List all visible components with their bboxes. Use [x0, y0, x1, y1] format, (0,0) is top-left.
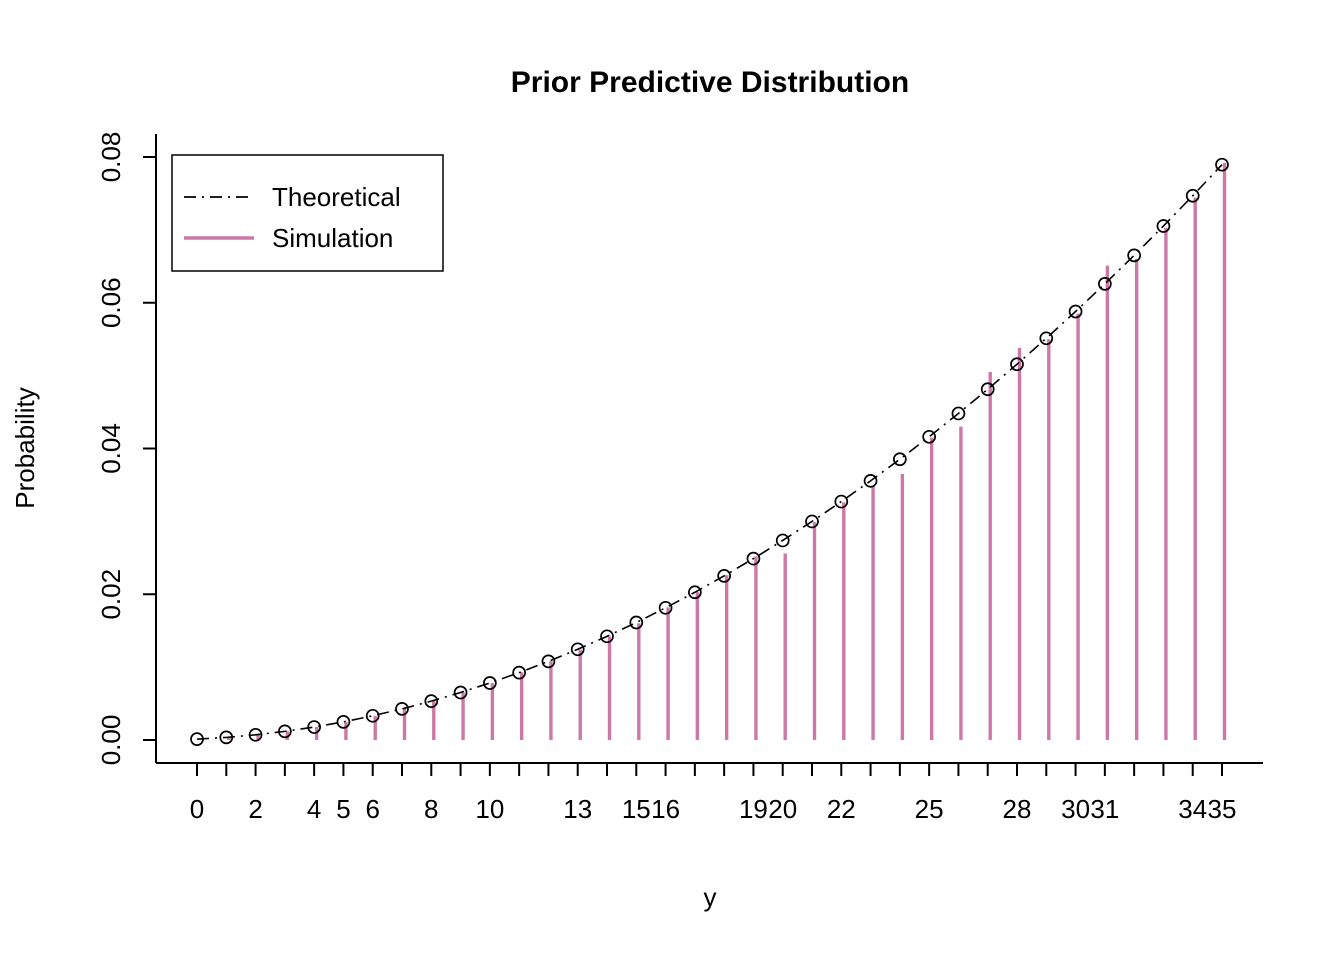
theoretical-point	[600, 629, 614, 644]
x-tick-label: 25	[915, 794, 944, 824]
theoretical-point	[453, 685, 468, 700]
theoretical-point	[248, 727, 263, 742]
y-tick-label: 0.02	[96, 569, 126, 620]
theoretical-point	[1156, 219, 1171, 233]
x-tick-label: 16	[651, 794, 680, 824]
theoretical-point	[863, 473, 878, 488]
theoretical-point	[805, 514, 819, 529]
theoretical-point	[1010, 357, 1024, 372]
theoretical-point	[980, 382, 995, 397]
theoretical-point	[658, 600, 673, 615]
theoretical-point	[775, 533, 790, 548]
theoretical-point	[951, 406, 966, 421]
theoretical-point	[1039, 331, 1054, 346]
y-tick-label: 0.00	[96, 715, 126, 766]
chart-title: Prior Predictive Distribution	[511, 66, 909, 99]
theoretical-point	[1098, 277, 1112, 291]
theoretical-point	[424, 694, 439, 708]
y-axis-label: Probability	[10, 387, 40, 508]
x-tick-label: 34	[1178, 794, 1207, 824]
theoretical-point	[746, 551, 761, 566]
theoretical-point	[1185, 188, 1200, 203]
x-tick-label: 19	[739, 794, 768, 824]
theoretical-point	[541, 654, 556, 669]
x-tick-label: 8	[424, 794, 438, 824]
theoretical-points	[190, 157, 1229, 746]
x-tick-label: 30	[1061, 794, 1090, 824]
x-tick-label: 4	[307, 794, 321, 824]
theoretical-point	[1127, 248, 1141, 263]
theoretical-point	[893, 452, 907, 467]
x-tick-label: 5	[336, 794, 350, 824]
theoretical-point	[190, 732, 204, 746]
theoretical-point	[512, 665, 526, 680]
theoretical-point	[336, 715, 351, 729]
theoretical-point	[922, 429, 936, 444]
x-tick-label: 35	[1208, 794, 1237, 824]
theoretical-point	[219, 730, 234, 745]
theoretical-point	[365, 708, 380, 723]
y-tick-label: 0.04	[96, 423, 126, 474]
x-axis-label: y	[704, 882, 717, 912]
theoretical-point	[834, 494, 849, 509]
simulation-spikes	[197, 162, 1227, 740]
theoretical-point	[717, 569, 731, 583]
legend-border	[171, 154, 444, 272]
theoretical-point	[307, 720, 321, 734]
theoretical-point	[278, 724, 292, 739]
theoretical-point	[570, 642, 585, 657]
x-tick-label: 22	[827, 794, 856, 824]
x-tick-label: 31	[1090, 794, 1119, 824]
theoretical-point	[629, 615, 644, 630]
x-tick-label: 13	[563, 794, 592, 824]
theoretical-point	[688, 585, 702, 600]
y-tick-label: 0.08	[96, 132, 126, 183]
theoretical-point	[1215, 157, 1229, 172]
theoretical-point	[483, 676, 497, 690]
x-tick-label: 15	[622, 794, 651, 824]
legend: Theoretical Simulation	[171, 154, 444, 272]
x-axis: 0 2 4 5 6 8 10 13 15 16 19 20 22 25 28 30 31 34 35	[156, 762, 1263, 824]
y-axis: 0.00 0.02 0.04 0.06 0.08	[96, 132, 157, 766]
x-tick-label: 2	[248, 794, 262, 824]
theoretical-point	[1068, 304, 1083, 319]
legend-label-simulation: Simulation	[272, 223, 393, 253]
legend-label-theoretical: Theoretical	[272, 182, 401, 212]
y-tick-label: 0.06	[96, 277, 126, 328]
x-tick-label: 10	[475, 794, 504, 824]
theoretical-point	[395, 702, 409, 716]
x-tick-label: 28	[1003, 794, 1032, 824]
x-tick-label: 20	[768, 794, 797, 824]
x-tick-label: 6	[365, 794, 379, 824]
x-tick-label: 0	[190, 794, 204, 824]
